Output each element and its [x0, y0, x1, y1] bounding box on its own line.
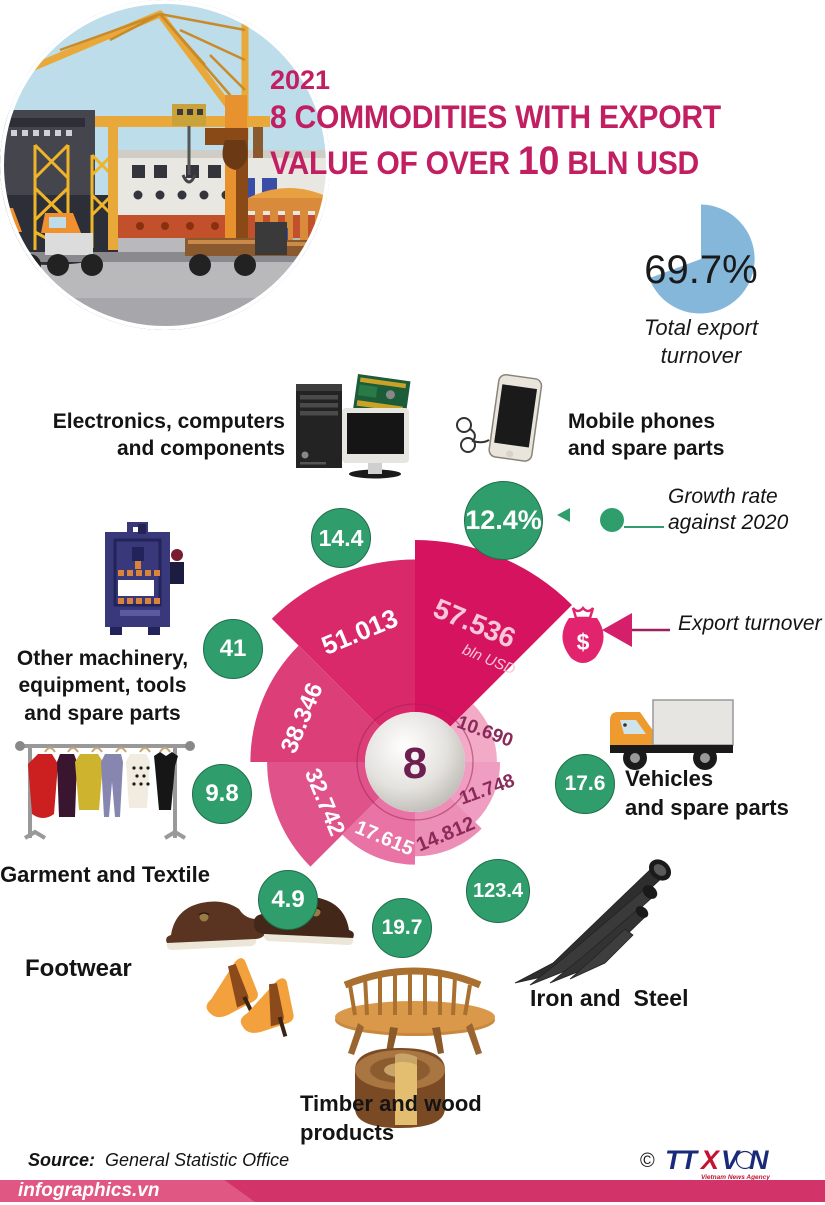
- svg-text:$: $: [577, 629, 590, 655]
- svg-text:N: N: [749, 1145, 769, 1175]
- svg-text:Total export: Total export: [644, 315, 759, 340]
- svg-text:V: V: [721, 1145, 741, 1175]
- svg-text:X: X: [699, 1145, 721, 1175]
- svg-text:TT: TT: [665, 1145, 699, 1175]
- svg-text:69.7%: 69.7%: [644, 248, 757, 292]
- svg-text:8: 8: [403, 739, 427, 788]
